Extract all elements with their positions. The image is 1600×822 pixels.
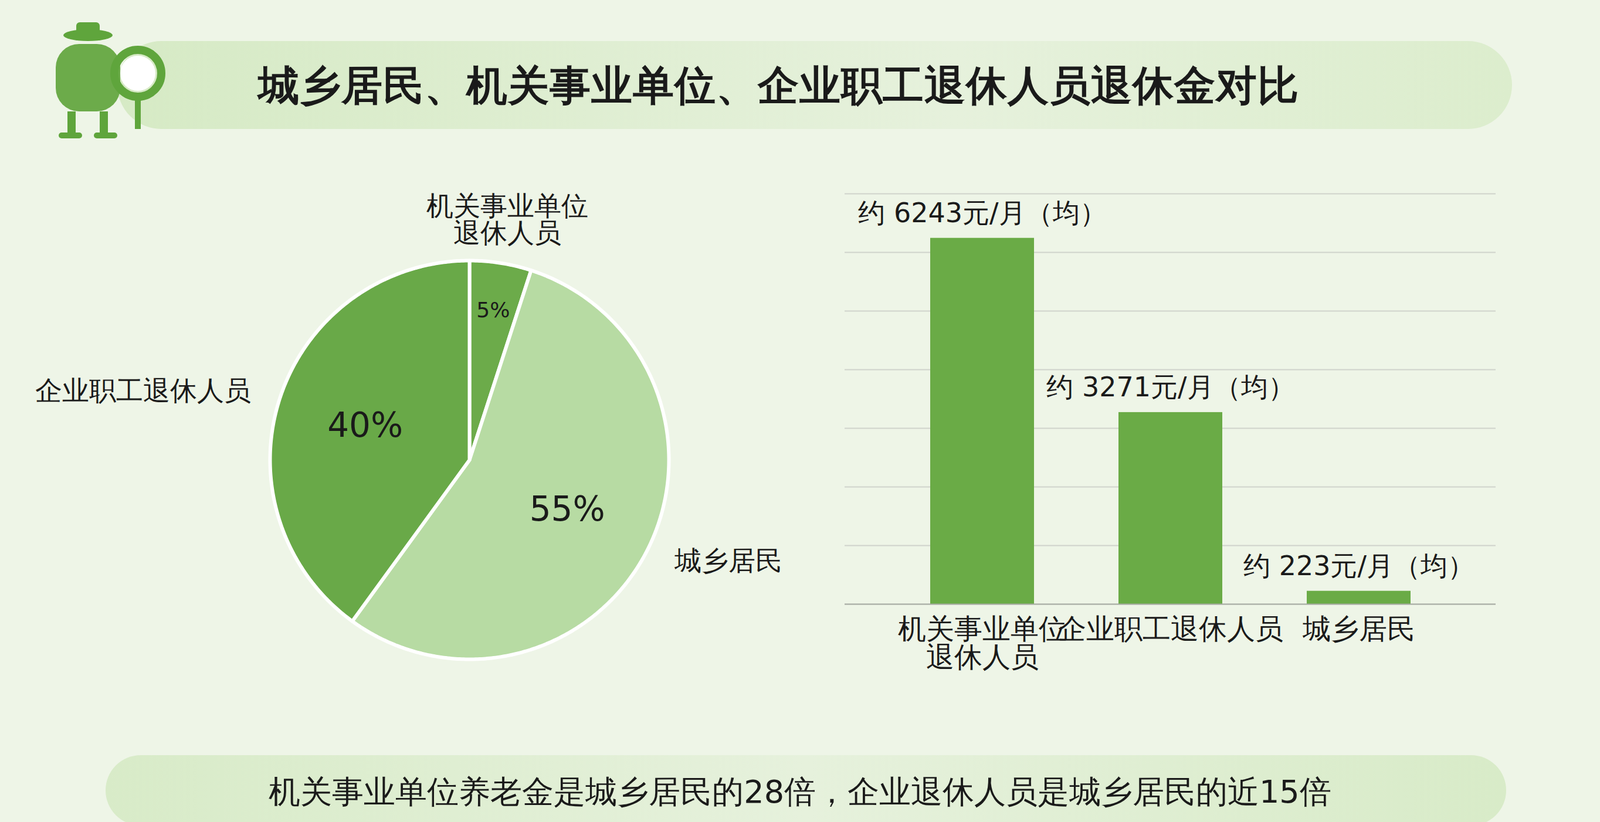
svg-text:企业职工退休人员: 企业职工退休人员 <box>1058 612 1284 646</box>
svg-text:40%: 40% <box>327 405 403 446</box>
html-text:城乡居民、机关事业单位、企业职工退休人员退休金对比: 城乡居民、机关事业单位、企业职工退休人员退休金对比 <box>258 61 1300 110</box>
svg-text:5%: 5% <box>476 297 510 322</box>
svg-text:机关事业单位退休人员: 机关事业单位退休人员 <box>426 190 589 249</box>
html-text:机关事业单位养老金是城乡居民的28倍，企业退休人员是城乡居民: 机关事业单位养老金是城乡居民的28倍，企业退休人员是城乡居民的近15倍 <box>268 773 1332 811</box>
svg-text:55%: 55% <box>529 489 606 530</box>
svg-text:企业职工退休人员: 企业职工退休人员 <box>35 374 252 407</box>
svg-text:城乡居民: 城乡居民 <box>1302 612 1416 646</box>
svg-text:约 3271元/月（均）: 约 3271元/月（均） <box>1046 371 1295 403</box>
svg-text:机关事业单位退休人员: 机关事业单位退休人员 <box>897 612 1067 674</box>
svg-text:城乡居民: 城乡居民 <box>673 544 783 577</box>
svg-text:约 6243元/月（均）: 约 6243元/月（均） <box>858 197 1107 229</box>
svg-text:约 223元/月（均）: 约 223元/月（均） <box>1243 550 1475 582</box>
